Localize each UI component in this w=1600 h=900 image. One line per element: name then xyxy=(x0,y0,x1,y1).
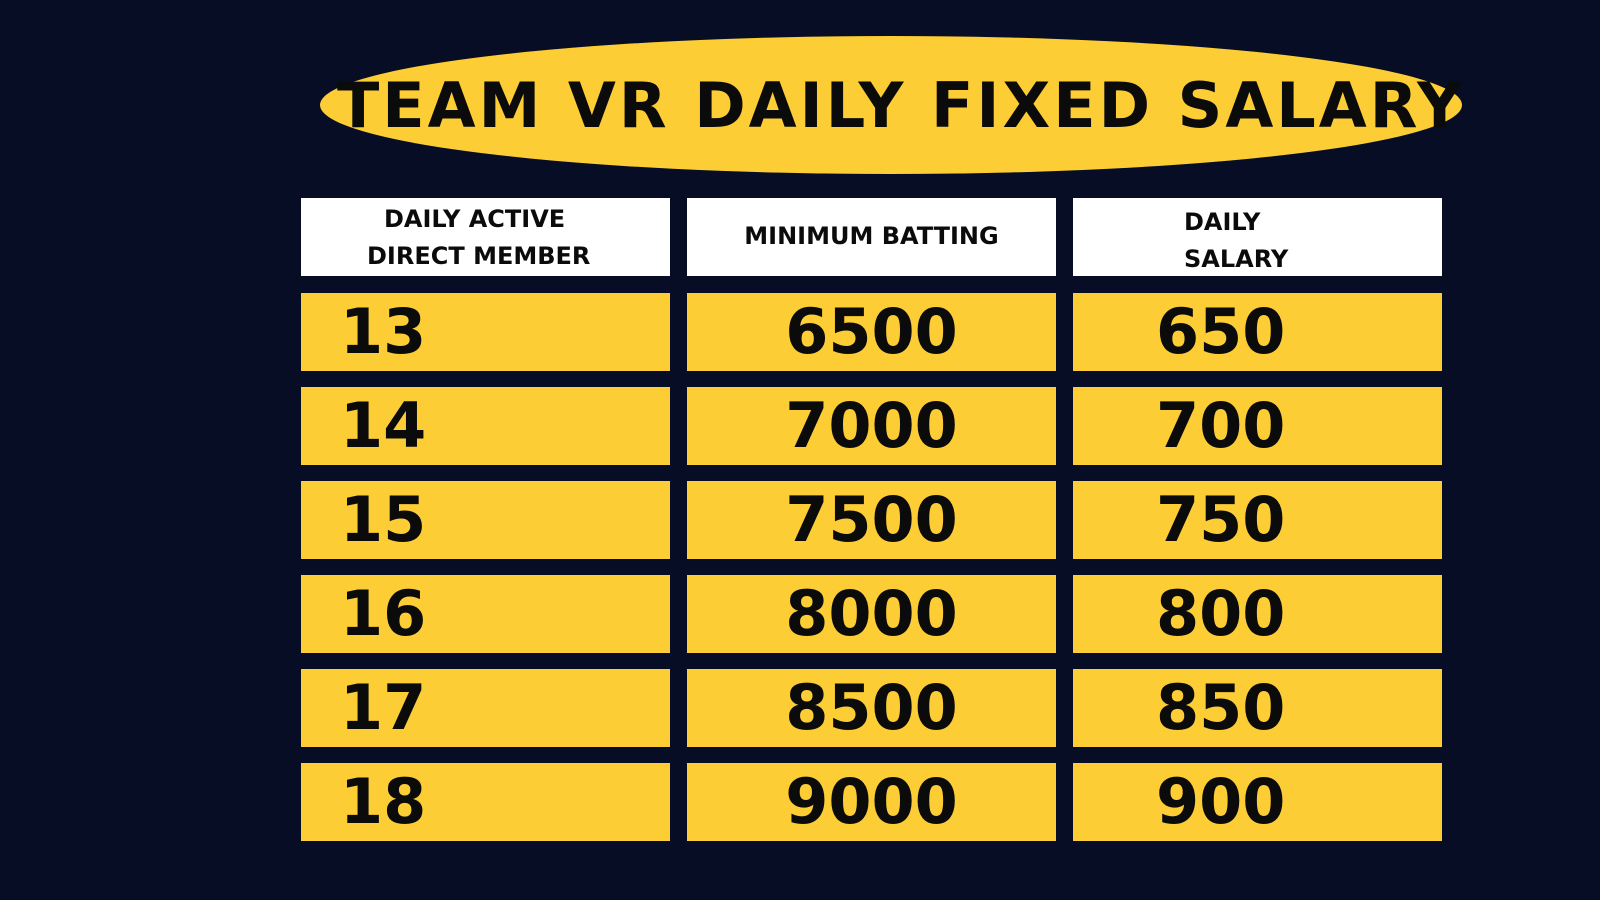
header-salary-line2: SALARY xyxy=(1184,245,1289,273)
table-row-members: 18 xyxy=(301,763,670,841)
page-title: TEAM VR DAILY FIXED SALARY xyxy=(336,68,1466,142)
header-batting-label: MINIMUM BATTING xyxy=(744,222,999,250)
table-row-batting: 8500 xyxy=(687,669,1056,747)
table-row-salary: 800 xyxy=(1073,575,1442,653)
table-row-batting: 7500 xyxy=(687,481,1056,559)
header-salary: DAILY SALARY xyxy=(1073,198,1442,276)
table-row-salary: 650 xyxy=(1073,293,1442,371)
table-row-members: 15 xyxy=(301,481,670,559)
table-row-salary: 700 xyxy=(1073,387,1442,465)
table-row-members: 16 xyxy=(301,575,670,653)
header-batting: MINIMUM BATTING xyxy=(687,198,1056,276)
table-row-batting: 9000 xyxy=(687,763,1056,841)
table-row-salary: 850 xyxy=(1073,669,1442,747)
title-banner: TEAM VR DAILY FIXED SALARY xyxy=(320,36,1462,174)
header-salary-line1: DAILY xyxy=(1184,208,1261,236)
table-row-batting: 6500 xyxy=(687,293,1056,371)
table-row-members: 14 xyxy=(301,387,670,465)
table-row-batting: 7000 xyxy=(687,387,1056,465)
header-members-line1: DAILY ACTIVE xyxy=(384,205,566,233)
header-members-line2: DIRECT MEMBER xyxy=(367,242,591,270)
table-row-batting: 8000 xyxy=(687,575,1056,653)
header-members: DAILY ACTIVE DIRECT MEMBER xyxy=(301,198,670,276)
table-row-salary: 900 xyxy=(1073,763,1442,841)
table-row-members: 17 xyxy=(301,669,670,747)
table-row-members: 13 xyxy=(301,293,670,371)
table-row-salary: 750 xyxy=(1073,481,1442,559)
